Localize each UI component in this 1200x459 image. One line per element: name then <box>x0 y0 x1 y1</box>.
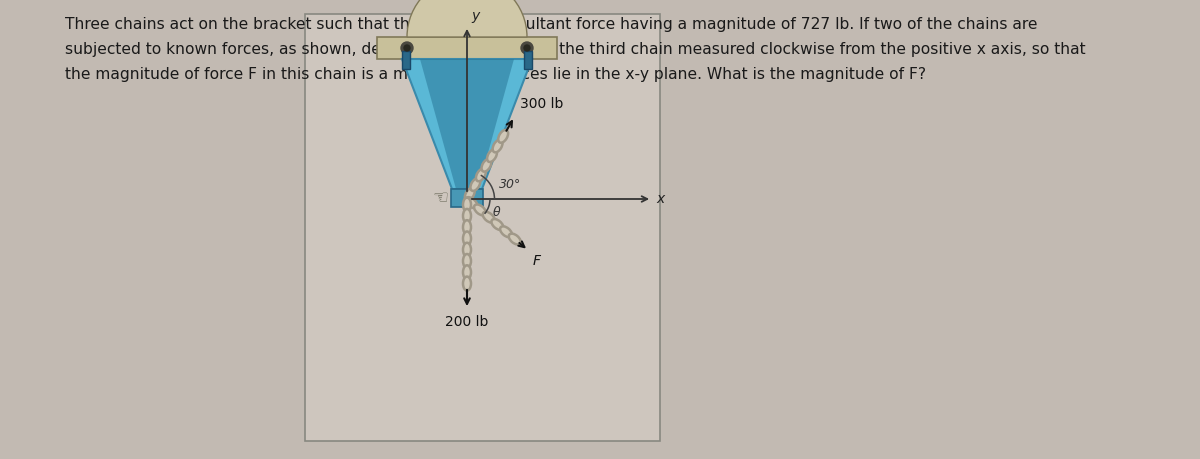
Ellipse shape <box>463 198 470 212</box>
Bar <box>377 37 557 59</box>
Circle shape <box>404 45 410 51</box>
Text: the magnitude of force F in this chain is a minimum. All forces lie in the x-y p: the magnitude of force F in this chain i… <box>65 67 926 82</box>
Polygon shape <box>402 59 532 189</box>
Circle shape <box>401 42 413 54</box>
Text: Three chains act on the bracket such that they create a resultant force having a: Three chains act on the bracket such tha… <box>65 17 1038 32</box>
Ellipse shape <box>463 254 470 268</box>
Ellipse shape <box>509 234 521 245</box>
Ellipse shape <box>470 178 480 191</box>
Text: subjected to known forces, as shown, determine the angle θ of the third chain me: subjected to known forces, as shown, det… <box>65 42 1086 57</box>
Ellipse shape <box>463 220 470 234</box>
Ellipse shape <box>464 188 475 201</box>
Ellipse shape <box>463 265 470 279</box>
Text: y: y <box>470 9 479 23</box>
Ellipse shape <box>463 277 470 291</box>
Ellipse shape <box>500 226 512 237</box>
Circle shape <box>524 45 530 51</box>
Ellipse shape <box>466 197 478 208</box>
Ellipse shape <box>463 209 470 223</box>
Text: θ: θ <box>493 207 500 219</box>
Ellipse shape <box>463 243 470 257</box>
Ellipse shape <box>493 140 503 152</box>
Text: x: x <box>656 192 665 206</box>
Ellipse shape <box>474 204 486 215</box>
Ellipse shape <box>463 231 470 246</box>
Bar <box>524 51 532 69</box>
Bar <box>451 189 482 207</box>
Text: F: F <box>533 254 540 269</box>
Ellipse shape <box>481 159 491 172</box>
Polygon shape <box>420 59 514 189</box>
Text: 200 lb: 200 lb <box>445 315 488 329</box>
Wedge shape <box>407 0 527 37</box>
Text: 30°: 30° <box>499 179 521 191</box>
Ellipse shape <box>492 219 503 230</box>
Ellipse shape <box>476 168 486 181</box>
Ellipse shape <box>498 130 508 143</box>
Ellipse shape <box>482 212 494 223</box>
Circle shape <box>521 42 533 54</box>
Ellipse shape <box>487 149 497 162</box>
Bar <box>305 14 660 441</box>
Text: ☜: ☜ <box>433 188 449 206</box>
Bar <box>402 51 410 69</box>
Text: 300 lb: 300 lb <box>521 97 564 111</box>
